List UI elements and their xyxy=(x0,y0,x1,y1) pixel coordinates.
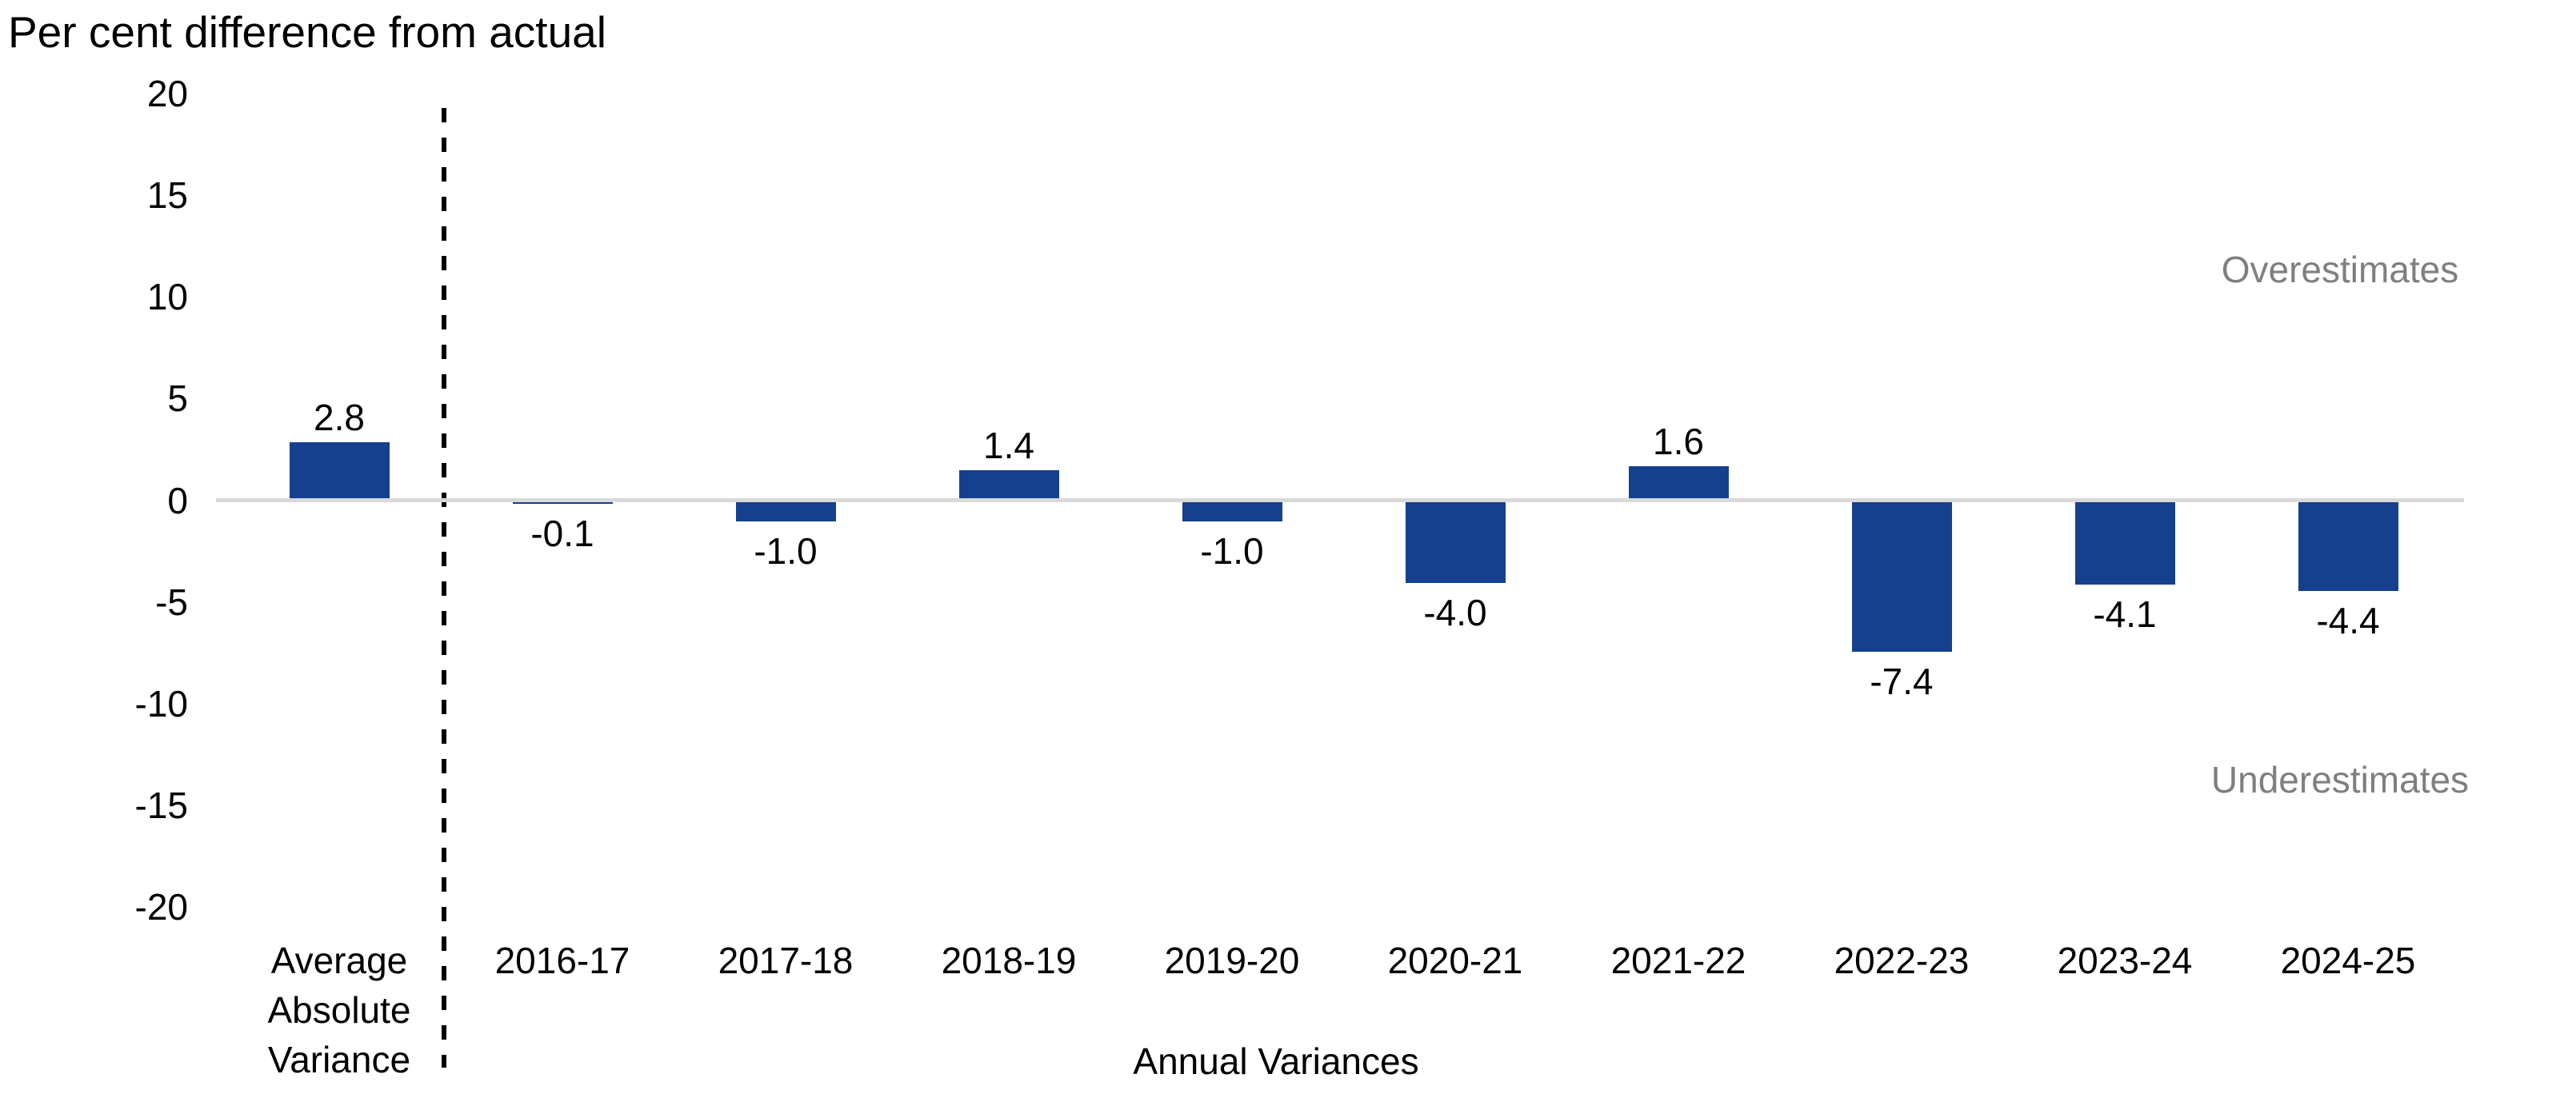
bar-value-label: 1.4 xyxy=(983,425,1034,467)
x-category-label: 2024-25 xyxy=(2280,940,2416,981)
bar-value-label: 1.6 xyxy=(1653,421,1704,463)
annotation-overestimates: Overestimates xyxy=(2221,249,2459,290)
bar xyxy=(290,441,390,499)
bar-value-label: 2.8 xyxy=(314,396,365,438)
bar-value-label: -1.0 xyxy=(754,530,818,573)
x-category-label: 2019-20 xyxy=(1164,940,1300,981)
y-tick-label: -20 xyxy=(134,886,188,928)
bar xyxy=(1406,501,1506,583)
x-category-label: 2017-18 xyxy=(718,940,854,981)
zero-axis-line xyxy=(216,498,2464,502)
y-tick-label: -5 xyxy=(155,581,188,623)
x-category-label: 2020-21 xyxy=(1387,940,1523,981)
x-category-label: 2023-24 xyxy=(2057,940,2193,981)
annotation-underestimates: Underestimates xyxy=(2210,759,2470,801)
y-tick-label: 20 xyxy=(146,72,188,114)
bar-value-label: -1.0 xyxy=(1200,530,1264,573)
y-tick-label: 15 xyxy=(146,174,188,216)
y-tick-label: 0 xyxy=(167,479,188,521)
separator-dashed-line xyxy=(442,108,446,1068)
bar xyxy=(959,470,1059,499)
x-category-label: 2016-17 xyxy=(494,940,630,981)
bar-value-label: -0.1 xyxy=(530,512,594,554)
y-tick-label: -10 xyxy=(134,682,188,725)
bar xyxy=(513,501,613,504)
y-tick-label: 10 xyxy=(146,276,188,318)
bar-value-label: -4.4 xyxy=(2316,599,2380,641)
bar-value-label: -4.0 xyxy=(1423,591,1487,633)
bar xyxy=(736,501,836,522)
bar-value-label: -4.1 xyxy=(2093,593,2157,636)
bar xyxy=(1852,501,1952,653)
bar xyxy=(2298,501,2398,591)
bar xyxy=(1629,466,1729,499)
x-category-label: 2021-22 xyxy=(1610,940,1746,981)
x-category-label: Average Absolute Variance xyxy=(267,940,411,1080)
bar xyxy=(1182,501,1282,522)
bar xyxy=(2075,501,2175,585)
chart-title: Per cent difference from actual xyxy=(8,7,606,57)
y-tick-label: 5 xyxy=(167,377,188,420)
x-axis-title: Annual Variances xyxy=(1133,1040,1419,1082)
y-tick-label: -15 xyxy=(134,785,188,827)
bar-value-label: -7.4 xyxy=(1870,661,1934,703)
x-category-label: 2022-23 xyxy=(1834,940,1970,981)
x-category-label: 2018-19 xyxy=(941,940,1077,981)
